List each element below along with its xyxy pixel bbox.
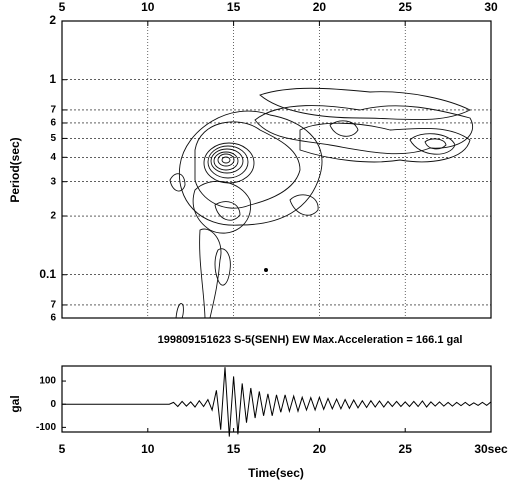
x-tick-label: 30 [484,0,498,14]
x-axis-label: Time(sec) [248,466,304,480]
caption: 199809151623 S-5(SENH) EW Max.Accelerati… [158,334,463,346]
y-tick-label: 2 [49,13,56,27]
y-tick-label: 5 [50,133,56,144]
x-tick-label: 30sec [474,442,508,456]
y-tick-label: 6 [50,313,56,324]
y-tick-label: 7 [50,105,56,116]
x-tick-label: 15 [227,0,241,14]
y-tick-label: 0.1 [39,267,56,281]
y-tick-label: 1 [49,72,56,86]
x-tick-label: 10 [141,442,155,456]
x-tick-label: 25 [399,0,413,14]
waveform [62,367,492,437]
plot-frame [61,365,492,433]
x-tick-label: 10 [141,0,155,14]
plot-frame [61,20,492,319]
x-tick-label: 5 [59,0,66,14]
x-tick-label: 5 [59,442,66,456]
y-tick-label: 7 [50,300,56,311]
x-tick-label: 25 [399,442,413,456]
x-tick-label: 20 [313,442,327,456]
y-tick-label: 6 [50,118,56,129]
y-axis-label: gal [8,395,22,412]
y-tick-label: 100 [39,376,56,387]
y-tick-label: 3 [50,176,56,187]
y-tick-label: -100 [36,422,56,433]
y-tick-label: 2 [50,211,56,222]
contour-lines [169,87,473,318]
y-tick-label: 4 [50,152,56,163]
y-axis-label: Period(sec) [8,137,22,202]
x-tick-label: 15 [227,442,241,456]
y-tick-label: 0 [50,399,56,410]
x-tick-label: 20 [313,0,327,14]
